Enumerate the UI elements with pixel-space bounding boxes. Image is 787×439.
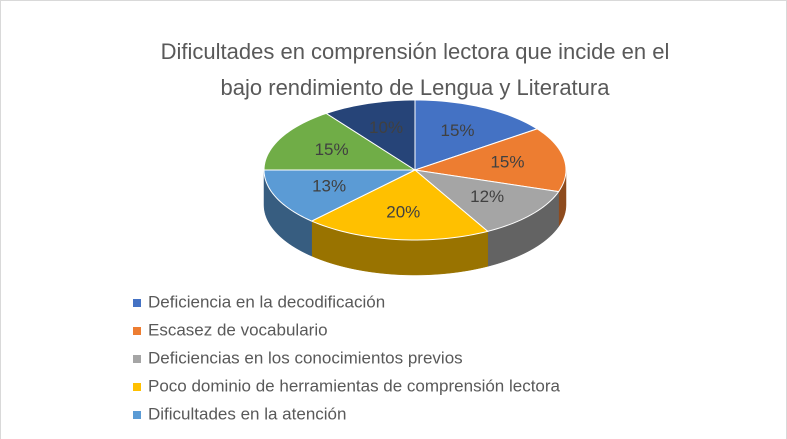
legend-swatch [133,327,141,335]
slice [325,99,416,171]
data-label: 13% [312,177,346,196]
slice [414,99,539,171]
data-label: 15% [315,140,349,159]
legend-swatch [133,299,141,307]
chart-title: Dificultades en comprensión lectora que … [161,39,670,64]
slice [414,128,567,193]
data-label: 10% [369,118,403,137]
legend-swatch [133,411,141,419]
legend-label: Deficiencias en los conocimientos previo… [148,348,463,367]
slice [310,169,489,241]
legend-label: Deficiencia en la decodificación [148,292,385,311]
slice [263,112,417,171]
data-label: 15% [490,153,524,172]
legend-label: Escasez de vocabulario [148,320,328,339]
slice [413,169,560,232]
slice [263,169,416,222]
data-label: 20% [386,203,420,222]
chart-title: bajo rendimiento de Lengua y Literatura [221,75,611,100]
data-label: 15% [440,121,474,140]
data-label: 12% [470,187,504,206]
legend-label: Poco dominio de herramientas de comprens… [148,376,561,395]
legend-swatch [133,383,141,391]
legend-swatch [133,355,141,363]
legend-label: Dificultades en la atención [148,404,346,423]
